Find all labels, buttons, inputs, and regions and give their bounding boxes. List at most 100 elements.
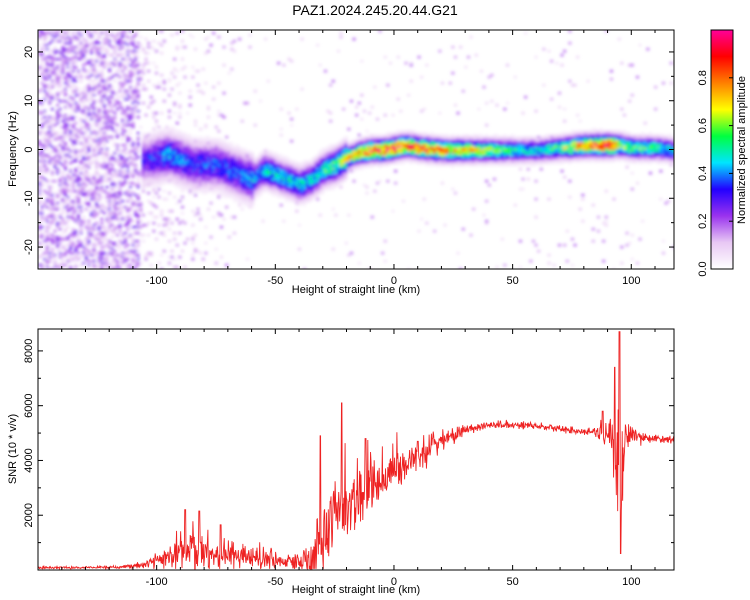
spectrogram-cell <box>178 160 182 163</box>
spectrogram-cell <box>58 156 62 159</box>
spectrogram-cell <box>64 180 67 183</box>
spectrogram-cell <box>191 224 195 227</box>
spectrogram-cell <box>287 168 291 171</box>
spectrogram-cell <box>253 184 257 187</box>
spectrogram-cell <box>404 132 408 135</box>
spectrogram-cell <box>285 188 288 191</box>
spectrogram-cell <box>74 46 78 49</box>
spectrogram-cell <box>40 88 44 91</box>
spectrogram-cell <box>40 144 44 147</box>
spectrogram-cell <box>53 180 57 183</box>
spectrogram-cell <box>298 198 301 201</box>
spectrogram-cell <box>194 170 197 173</box>
spectrogram-cell <box>173 232 177 235</box>
spectrogram-cell <box>116 214 119 217</box>
spectrogram-cell <box>269 174 273 177</box>
spectrogram-cell <box>48 102 52 105</box>
spectrogram-cell <box>181 160 184 163</box>
spectrogram-cell <box>77 218 80 221</box>
spectrogram-cell <box>230 194 234 197</box>
spectrogram-cell <box>118 188 122 191</box>
spectrogram-cell <box>207 160 210 163</box>
spectrogram-cell <box>69 76 73 79</box>
spectrogram-cell <box>149 182 153 185</box>
spectrogram-cell <box>175 134 179 137</box>
spectrogram-cell <box>350 150 353 153</box>
spectrogram-cell <box>43 146 47 149</box>
spectrogram-cell <box>40 102 44 105</box>
spectrogram-cell <box>277 164 281 167</box>
spectrogram-cell <box>230 174 234 177</box>
spectrogram-cell <box>116 46 119 49</box>
spectrogram-cell <box>136 196 140 199</box>
spectrogram-cell <box>422 162 426 165</box>
spectrogram-cell <box>235 166 239 169</box>
spectrogram-cell <box>188 144 192 147</box>
spectrogram-cell <box>56 58 60 61</box>
spectrogram-cell <box>116 136 119 139</box>
spectrogram-cell <box>264 186 268 189</box>
spectrogram-cell <box>326 150 330 153</box>
spectrogram-cell <box>298 174 301 177</box>
spectrogram-cell <box>324 152 327 155</box>
spectrogram-cell <box>97 262 101 265</box>
spectrogram-cell <box>350 144 353 147</box>
spectrogram-cell <box>175 184 179 187</box>
spectrogram-cell <box>66 178 70 181</box>
spectrogram-cell <box>220 256 223 259</box>
spectrogram-cell <box>74 250 78 253</box>
spectrogram-cell <box>152 170 156 173</box>
spectrogram-cell <box>178 158 182 161</box>
spectrogram-cell <box>66 128 70 131</box>
spectrogram-cell <box>196 176 200 179</box>
spectrogram-cell <box>136 182 140 185</box>
spectrogram-cell <box>87 76 91 79</box>
spectrogram-cell <box>331 164 335 167</box>
spectrogram-cell <box>199 162 203 165</box>
spectrogram-cell <box>43 90 47 93</box>
spectrogram-cell <box>313 156 317 159</box>
spectrogram-cell <box>123 118 127 121</box>
spectrogram-cell <box>194 212 197 215</box>
spectrogram-cell <box>295 168 299 171</box>
spectrogram-cell <box>415 158 418 161</box>
spectrogram-cell <box>100 188 104 191</box>
spectrogram-cell <box>350 100 353 103</box>
spectrogram-cell <box>173 102 177 105</box>
spectrogram-cell <box>155 144 158 147</box>
spectrogram-cell <box>207 108 210 111</box>
spectrogram-cell <box>220 140 223 143</box>
spectrogram-cell <box>92 36 96 39</box>
spectrogram-cell <box>103 138 106 141</box>
spectrogram-cell <box>40 48 44 51</box>
spectrogram-cell <box>84 30 88 33</box>
spectrogram-cell <box>95 214 99 217</box>
spectrogram-cell <box>74 56 78 59</box>
spectrogram-cell <box>155 134 158 137</box>
spectrogram-cell <box>100 204 104 207</box>
spectrogram-cell <box>209 162 213 165</box>
spectrogram-cell <box>157 178 161 181</box>
spectrogram-cell <box>77 244 80 247</box>
spectrogram-cell <box>201 188 205 191</box>
spectrogram-cell <box>105 262 109 265</box>
spectrogram-cell <box>116 124 119 127</box>
spectrogram-cell <box>415 152 418 155</box>
spectrogram-cell <box>209 180 213 183</box>
spectrogram-cell <box>253 196 257 199</box>
spectrogram-cell <box>199 160 203 163</box>
spectrogram-cell <box>168 142 171 145</box>
spectrogram-cell <box>225 142 229 145</box>
spectrogram-cell <box>347 128 351 131</box>
spectrogram-cell <box>308 190 312 193</box>
spectrogram-cell <box>344 160 348 163</box>
spectrogram-cell <box>82 148 86 151</box>
spectrogram-cell <box>48 68 52 71</box>
spectrogram-cell <box>121 62 125 65</box>
spectrogram-cell <box>71 36 75 39</box>
spectrogram-cell <box>386 138 390 141</box>
spectrogram-cell <box>352 150 356 153</box>
spectrogram-cell <box>344 170 348 173</box>
spectrogram-cell <box>160 210 164 213</box>
spectrogram-cell <box>157 224 161 227</box>
